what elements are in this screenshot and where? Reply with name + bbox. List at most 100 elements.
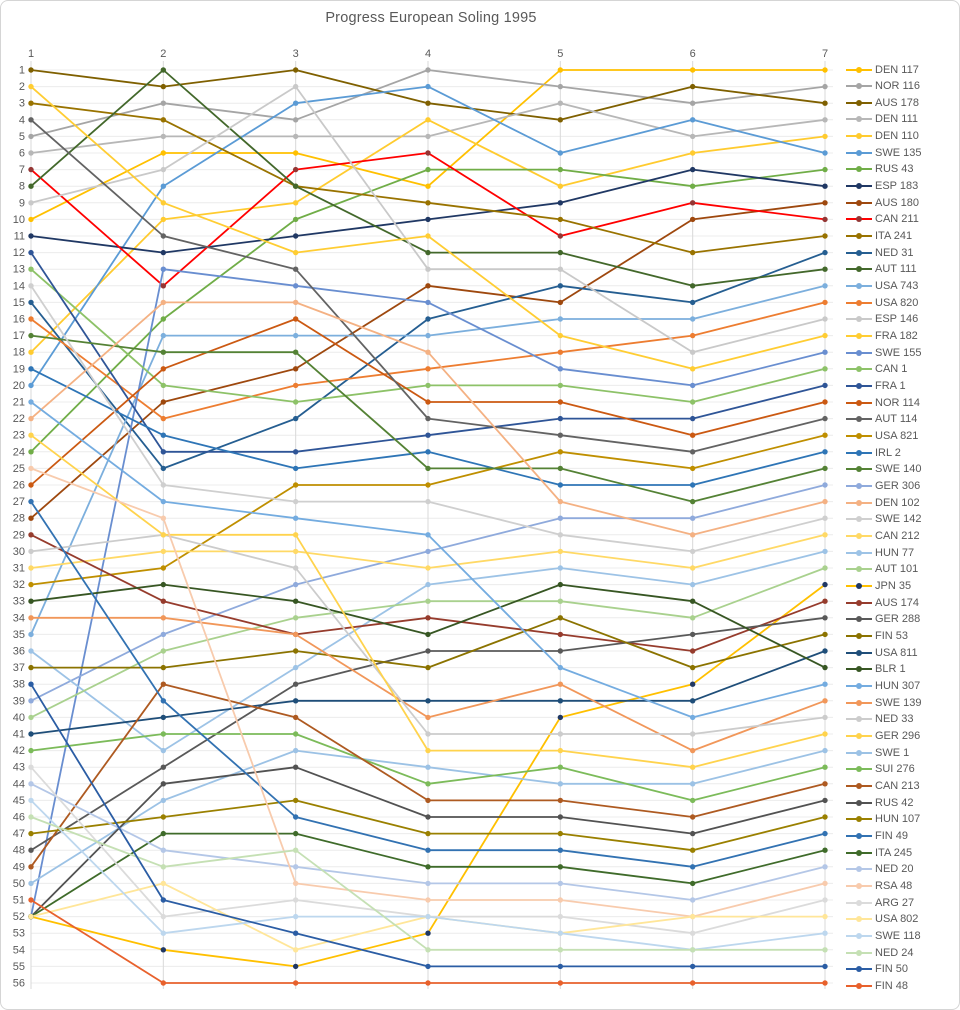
series-marker — [425, 249, 431, 256]
y-tick-label: 37 — [13, 662, 25, 674]
y-tick-label: 51 — [13, 895, 25, 907]
series-marker — [160, 980, 167, 986]
series-marker — [425, 698, 431, 704]
series-marker — [689, 83, 696, 90]
series-marker — [425, 83, 431, 90]
series-marker — [160, 581, 167, 588]
series-marker — [28, 432, 34, 438]
legend-marker-icon — [846, 899, 872, 906]
series-marker — [292, 698, 299, 704]
series-marker — [160, 366, 167, 372]
series-marker — [689, 565, 696, 571]
series-marker — [292, 449, 299, 455]
series-marker — [28, 532, 34, 538]
series-marker — [425, 100, 431, 106]
legend-item-label: AUS 178 — [875, 96, 920, 109]
series-marker — [557, 681, 564, 687]
y-tick-label: 10 — [13, 214, 25, 226]
series-marker — [557, 482, 564, 488]
series-marker — [689, 913, 696, 920]
legend-item-label: SWE 155 — [875, 346, 922, 359]
series-marker — [292, 133, 299, 140]
series-marker — [822, 299, 828, 306]
series-marker — [689, 249, 696, 256]
series-marker — [28, 615, 34, 621]
series-marker — [689, 880, 696, 887]
legend-item-label: GER 288 — [875, 613, 921, 626]
series-marker — [822, 382, 828, 389]
legend-item: DEN 117 — [846, 63, 919, 77]
legend-marker-icon — [846, 749, 872, 756]
legend-marker-icon — [846, 783, 872, 790]
series-marker — [292, 83, 299, 90]
series-marker — [425, 930, 431, 936]
legend-marker-icon — [846, 99, 872, 106]
series-marker — [28, 332, 34, 339]
series-marker — [425, 166, 431, 173]
series-marker — [28, 880, 34, 887]
series-marker — [28, 482, 34, 488]
series-marker — [425, 913, 431, 920]
y-tick-label: 30 — [13, 546, 25, 558]
series-marker — [160, 797, 167, 804]
legend-item-label: FIN 53 — [875, 630, 909, 643]
series-marker — [425, 980, 431, 986]
legend-item: HUN 307 — [846, 679, 920, 693]
legend-marker-icon — [846, 833, 872, 840]
legend-item: HUN 77 — [846, 546, 914, 560]
series-marker — [822, 166, 828, 173]
series-marker — [689, 166, 696, 173]
series-marker — [822, 648, 828, 654]
series-marker — [689, 963, 696, 970]
series-marker — [28, 200, 34, 206]
series-marker — [557, 117, 564, 123]
legend-marker-icon — [846, 83, 872, 90]
y-tick-label: 2 — [19, 81, 25, 93]
series-marker — [160, 631, 167, 638]
series-marker — [160, 498, 167, 505]
series-marker — [160, 332, 167, 339]
series-marker — [822, 698, 828, 704]
series-marker — [160, 482, 167, 488]
series-marker — [292, 764, 299, 770]
legend-marker-icon — [846, 816, 872, 823]
legend-marker-icon — [846, 599, 872, 606]
legend-marker-icon — [846, 183, 872, 190]
legend-item: ESP 146 — [846, 312, 918, 326]
legend-item: NED 24 — [846, 946, 914, 960]
series-marker — [160, 681, 167, 687]
series-marker — [160, 598, 167, 604]
series-marker — [557, 565, 564, 571]
series-marker — [28, 548, 34, 555]
legend-item-label: NOR 116 — [875, 80, 921, 93]
legend-item-label: SWE 142 — [875, 513, 922, 526]
series-marker — [689, 797, 696, 804]
series-marker — [28, 83, 34, 90]
series-marker — [822, 515, 828, 521]
legend-item-label: CAN 213 — [875, 780, 920, 793]
legend-marker-icon — [846, 149, 872, 156]
legend-marker-icon — [846, 949, 872, 956]
legend-item-label: ITA 245 — [875, 846, 913, 859]
series-marker — [557, 913, 564, 920]
legend-item-label: GER 296 — [875, 730, 921, 743]
series-marker — [557, 366, 564, 372]
series-marker — [557, 930, 564, 936]
series-marker — [822, 432, 828, 438]
series-marker — [425, 432, 431, 438]
legend-item: IRL 2 — [846, 446, 901, 460]
series-marker — [160, 731, 167, 737]
y-tick-label: 36 — [13, 646, 25, 658]
y-tick-label: 56 — [13, 978, 25, 990]
series-marker — [28, 349, 34, 355]
legend-marker-icon — [846, 66, 872, 73]
legend-item-label: USA 743 — [875, 280, 919, 293]
series-marker — [822, 183, 828, 189]
series-marker — [557, 747, 564, 754]
legend-item-label: FRA 1 — [875, 380, 906, 393]
series-marker — [160, 67, 167, 73]
legend-marker-icon — [846, 549, 872, 556]
legend-item-label: SWE 118 — [875, 930, 921, 942]
legend-item-label: FRA 182 — [875, 330, 918, 343]
series-marker — [425, 947, 431, 953]
